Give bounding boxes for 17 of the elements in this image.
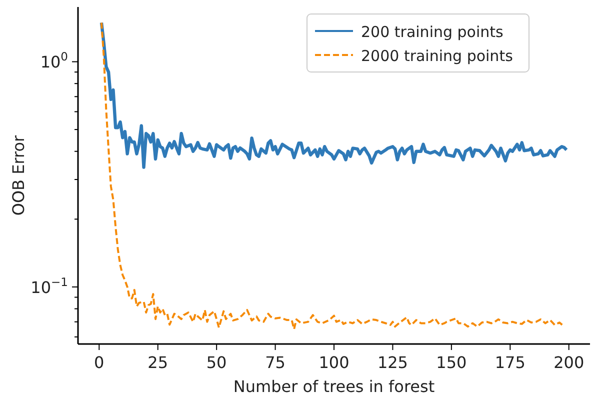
line-series xyxy=(100,22,566,330)
x-tick-label: 75 xyxy=(265,353,286,372)
y-tick-label: 10$^{0}$ xyxy=(40,50,68,72)
legend-label: 2000 training points xyxy=(361,47,514,65)
x-tick-label: 0 xyxy=(94,353,104,372)
legend-label: 200 training points xyxy=(361,23,504,41)
x-tick-label: 50 xyxy=(206,353,227,372)
line-series xyxy=(100,21,568,169)
x-tick-label: 200 xyxy=(554,353,584,372)
x-tick-label: 100 xyxy=(318,353,350,372)
y-axis-title: OOB Error xyxy=(9,134,28,216)
x-axis-title: Number of trees in forest xyxy=(233,377,435,396)
x-tick-label: 125 xyxy=(377,353,408,372)
x-tick-label: 175 xyxy=(494,353,526,372)
x-tick-label: 150 xyxy=(436,353,467,372)
x-tick-label: 25 xyxy=(148,353,168,372)
y-tick-label: 10$^{−1}$ xyxy=(30,274,68,297)
